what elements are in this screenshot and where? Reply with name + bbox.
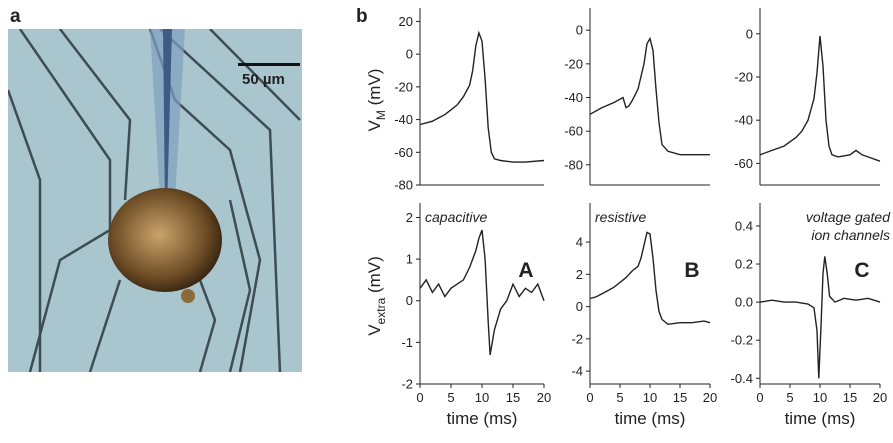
y-tick-label: 0 [576,23,583,38]
x-tick-label: 10 [475,390,489,405]
y-tick-label: -40 [734,113,753,128]
x-tick-label: 20 [873,390,887,405]
x-tick-label: 15 [673,390,687,405]
panel-letter: a [10,6,21,27]
y-tick-label: -20 [734,69,753,84]
x-tick-label: 0 [416,390,423,405]
y-tick-label: -0.2 [731,333,753,348]
x-axis-label: time (ms) [615,409,686,428]
x-tick-label: 0 [756,390,763,405]
y-tick-label: -2 [571,331,583,346]
y-tick-label: -80 [564,157,583,172]
x-tick-label: 15 [506,390,520,405]
x-axis-label: time (ms) [447,409,518,428]
x-axis-label: time (ms) [785,409,856,428]
y-tick-label: 0.2 [735,257,753,272]
y-tick-label: 4 [576,235,583,250]
y-tick-label: -20 [394,79,413,94]
y-tick-label: 0 [576,299,583,314]
annotation: capacitive [425,209,487,225]
trace [419,30,545,163]
y-tick-label: 20 [399,14,413,29]
x-tick-label: 10 [643,390,657,405]
y-tick-label: 0 [746,26,753,41]
y-tick-label: -60 [394,145,413,160]
label-sub: M [374,110,388,120]
x-tick-label: 10 [813,390,827,405]
y-tick-label: -4 [571,364,583,379]
x-tick-label: 5 [447,390,454,405]
x-tick-label: 0 [586,390,593,405]
micrograph: 50 µm [8,29,302,372]
y-tick-label: -60 [564,124,583,139]
y-tick-label: 2 [406,210,413,225]
y-axis-label: VM (mV) [365,69,388,132]
trace-label: A [518,259,533,282]
label-main: V [365,324,384,336]
trace [589,231,711,326]
y-tick-label: -20 [564,56,583,71]
y-tick-label: -80 [394,178,413,193]
trace [759,35,881,162]
label-unit: (mV) [365,256,384,298]
trace-label: B [684,259,699,282]
panel-letter: b [356,6,368,27]
y-tick-label: 0.4 [735,218,753,233]
y-tick-label: -60 [734,156,753,171]
x-tick-label: 20 [537,390,551,405]
y-tick-label: -1 [401,335,413,350]
y-tick-label: 2 [576,267,583,282]
label-sub: extra [374,297,388,324]
y-tick-label: -2 [401,377,413,392]
x-tick-label: 20 [703,390,717,405]
trace-label: C [854,259,869,282]
y-tick-label: -40 [394,112,413,127]
trace [419,229,545,356]
trace [589,36,710,156]
scale-bar-label: 50 µm [242,71,285,88]
annotation: voltage gated [806,209,891,225]
y-tick-label: 0 [406,47,413,62]
y-tick-label: -40 [564,90,583,105]
annotation: resistive [595,209,647,225]
x-tick-label: 5 [616,390,623,405]
label-main: V [365,119,384,131]
annotation: ion channels [811,227,890,243]
y-tick-label: -0.4 [731,371,753,386]
trace [759,256,881,379]
y-tick-label: 0 [406,293,413,308]
label-unit: (mV) [365,69,384,111]
y-axis-label: Vextra (mV) [365,256,388,336]
x-tick-label: 5 [786,390,793,405]
y-tick-label: 1 [406,252,413,267]
x-tick-label: 15 [843,390,857,405]
y-tick-label: 0.0 [735,295,753,310]
